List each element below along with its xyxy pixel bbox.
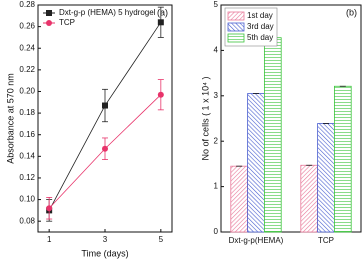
annotation: (a) [157,7,168,17]
plot-frame [220,4,362,233]
y-axis-label: Absorbance at 570 nm [5,73,15,164]
legend-label: Dxt-g-p (HEMA) 5 hydrogel [59,8,156,17]
x-tick-label: TCP [318,236,334,245]
y-tick-label: 3 [214,91,219,100]
legend-marker [46,20,52,26]
legend-swatch [227,22,245,32]
legend-marker [46,10,52,16]
point [102,102,108,109]
y-tick-label: 0 [214,227,219,236]
x-tick-label: 5 [159,235,164,244]
legend-swatch [227,33,245,43]
point [157,19,164,26]
bar [317,123,335,233]
bar [300,164,318,233]
y-tick-label: 0.08 [19,216,35,225]
y-tick-label: 0.12 [19,173,35,182]
legend-label: 3rd day [247,22,274,31]
annotation: (b) [346,7,357,17]
y-axis-label: No of cells ( 1 x 10⁴ ) [200,77,210,161]
y-tick-label: 0.14 [19,151,35,160]
y-tick-label: 4 [214,46,219,55]
point [157,91,164,98]
y-tick-label: 2 [214,136,219,145]
legend-label: 1st day [247,11,273,20]
y-tick-label: 0.10 [19,195,35,204]
y-tick-label: 0.18 [19,108,35,117]
bar [230,165,249,233]
point [46,205,53,212]
x-tick-label: 1 [47,235,52,244]
y-tick-label: 0.16 [19,130,35,139]
y-tick-label: 0.28 [19,0,35,9]
bar [247,93,265,233]
y-tick-label: 0.24 [19,43,35,52]
bar [333,85,352,233]
bar [263,37,282,233]
y-tick-label: 1 [214,182,219,191]
legend-label: 5th day [247,33,273,42]
y-tick-label: 0.20 [19,87,35,96]
y-tick-label: 0.22 [19,65,35,74]
x-axis-label: Time (days) [81,248,128,258]
x-tick-label: Dxt-g-p(HEMA) [229,236,284,245]
y-tick-label: 5 [214,0,219,9]
legend-label: TCP [59,18,75,27]
legend-swatch [227,11,245,21]
point [102,145,108,152]
y-tick-label: 0.26 [19,22,35,31]
x-tick-label: 3 [103,235,108,244]
